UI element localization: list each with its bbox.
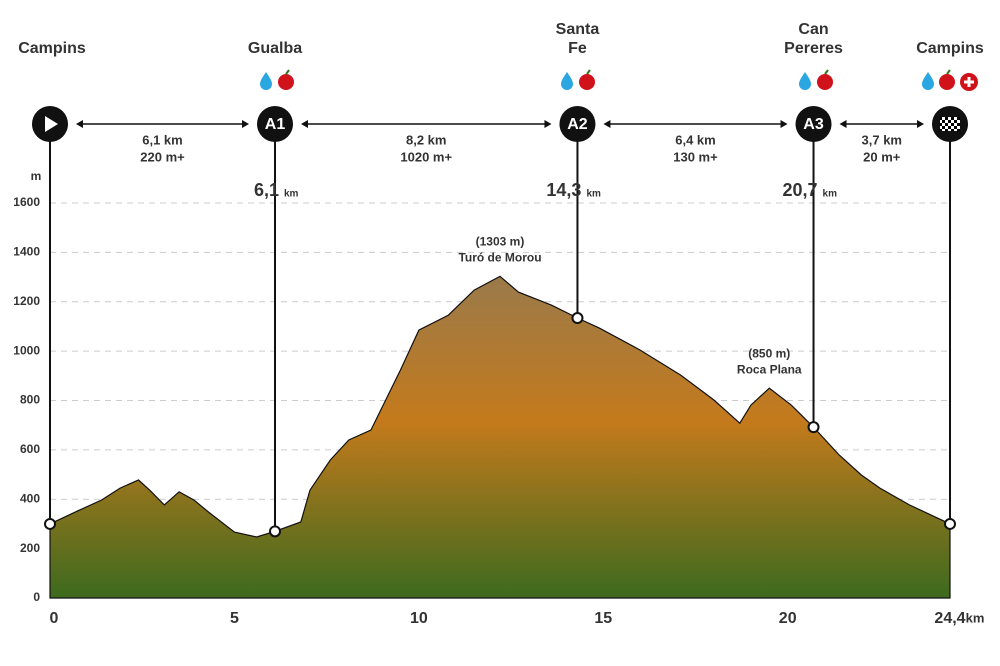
peak-elevation: (850 m) [748,346,790,360]
station-km-unit: km [823,189,838,200]
y-tick-label: 1600 [13,195,40,209]
station-name: Fe [568,40,587,57]
station-km-unit: km [284,189,299,200]
station-point [807,421,820,434]
station-name: Gualba [248,40,302,57]
station-name: Pereres [784,40,843,57]
station-point [269,525,281,538]
elevation-area [49,275,951,599]
station-name: Campins [916,40,984,57]
segment-gain: 1020 m+ [400,149,452,164]
station-code: A3 [803,116,824,133]
x-tick-label: 0 [50,610,59,627]
y-tick-label: 200 [20,541,40,555]
x-unit: km [966,610,985,625]
station-code: A2 [567,116,588,133]
segment-gain: 220 m+ [140,149,185,164]
x-tick-label: 5 [230,610,239,627]
station-badge [795,106,832,142]
y-tick-label: 1200 [13,294,40,308]
segment-distance: 6,1 km [142,132,182,147]
y-tick-label: 600 [20,442,40,456]
segment-distance: 8,2 km [406,132,446,147]
station-badge [257,106,293,142]
station-km: 20,7 [782,180,817,200]
segment-distance: 6,4 km [675,132,715,147]
station-code: A1 [265,116,286,133]
segment-gain: 130 m+ [673,149,718,164]
segment-distance: 3,7 km [862,132,902,147]
y-tick-label: 1400 [13,245,40,259]
y-tick-label: 0 [33,590,40,604]
station-point [571,312,584,325]
station-km-unit: km [586,189,601,200]
x-tick-label: 20 [779,610,797,627]
finish-icon [940,117,960,131]
station-badge [559,106,596,142]
y-unit: m [31,169,42,183]
y-tick-label: 1000 [13,343,40,357]
peak-name: Turó de Morou [458,250,541,264]
x-tick-label: 15 [594,610,612,627]
station-km: 6,1 [254,180,279,200]
service-icons [260,69,978,91]
peak-name: Roca Plana [737,362,802,376]
station-point [944,517,956,530]
y-tick-label: 400 [20,491,40,505]
segment-gain: 20 m+ [863,149,901,164]
station-name: Can [798,21,828,38]
x-tick-label: 24,4 [934,610,965,627]
y-tick-label: 800 [20,393,40,407]
station-name: Campins [18,40,86,57]
x-tick-label: 10 [410,610,428,627]
station-name: Santa [556,21,600,38]
station-point [44,517,56,530]
peak-elevation: (1303 m) [476,234,525,248]
station-km: 14,3 [546,180,581,200]
start-icon [45,116,58,132]
